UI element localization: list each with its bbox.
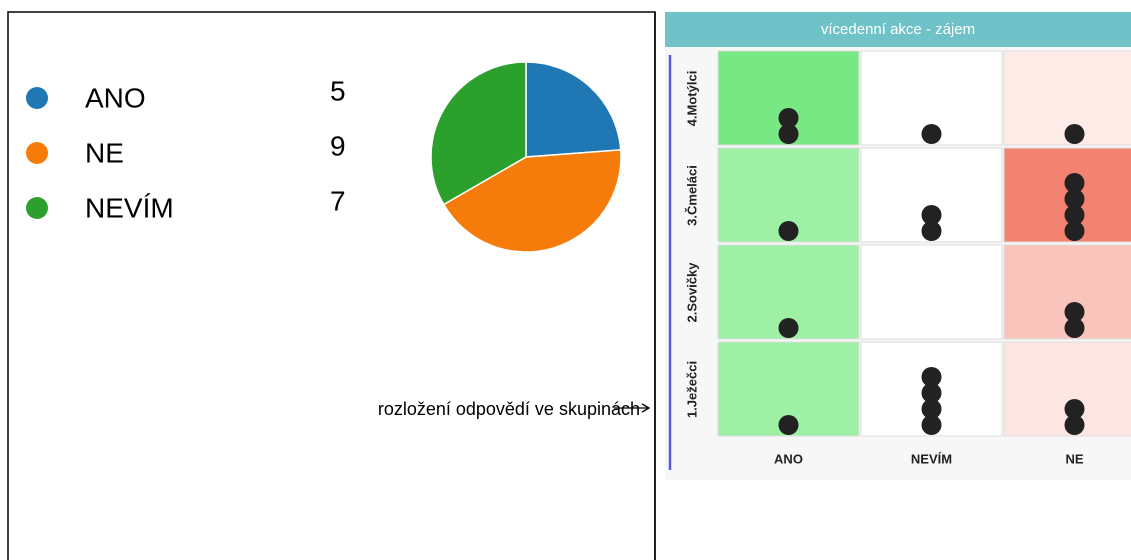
legend-value: 9 bbox=[330, 130, 346, 161]
dot bbox=[921, 221, 942, 241]
legend-swatch bbox=[26, 87, 48, 109]
row-label: 4.Motýlci bbox=[684, 71, 699, 127]
legend-label: ANO bbox=[85, 82, 146, 113]
column-label: ANO bbox=[774, 451, 803, 466]
legend-label: NEVÍM bbox=[85, 192, 174, 223]
legend-label: NE bbox=[85, 137, 124, 168]
pie-slice bbox=[442, 149, 622, 253]
arrow-head bbox=[641, 403, 651, 413]
dot bbox=[1064, 399, 1085, 419]
row-label: 1.Ježečci bbox=[684, 361, 699, 418]
annotation: rozložení odpovědí ve skupinách bbox=[378, 399, 640, 419]
column-label: NE bbox=[1065, 451, 1083, 466]
dot bbox=[1064, 302, 1085, 322]
dot bbox=[778, 124, 799, 144]
dot bbox=[778, 108, 799, 128]
legend-swatch bbox=[26, 197, 48, 219]
title-bar bbox=[665, 12, 1131, 47]
cell bbox=[860, 244, 1003, 340]
dot bbox=[778, 415, 799, 435]
dot bbox=[921, 399, 942, 419]
dot bbox=[921, 367, 942, 387]
dot bbox=[921, 383, 942, 403]
dot bbox=[921, 205, 942, 225]
dot bbox=[778, 318, 799, 338]
dot bbox=[778, 221, 799, 241]
dot bbox=[1064, 415, 1085, 435]
matrix-title: vícedenní akce - zájem bbox=[821, 21, 975, 38]
row-label: 2.Sovičky bbox=[684, 262, 699, 323]
dot bbox=[1064, 189, 1085, 209]
legend-swatch bbox=[26, 142, 48, 164]
dot bbox=[921, 415, 942, 435]
column-label: NEVÍM bbox=[911, 451, 952, 466]
pie-slice bbox=[525, 61, 622, 158]
dot bbox=[1064, 173, 1085, 193]
dot bbox=[1064, 221, 1085, 241]
dot bbox=[1064, 205, 1085, 225]
dot bbox=[1064, 124, 1085, 144]
dot bbox=[1064, 318, 1085, 338]
row-label: 3.Čmeláci bbox=[684, 165, 699, 226]
dot bbox=[921, 124, 942, 144]
legend-value: 5 bbox=[330, 75, 346, 106]
pie-slice bbox=[430, 61, 527, 206]
legend-value: 7 bbox=[330, 185, 346, 216]
